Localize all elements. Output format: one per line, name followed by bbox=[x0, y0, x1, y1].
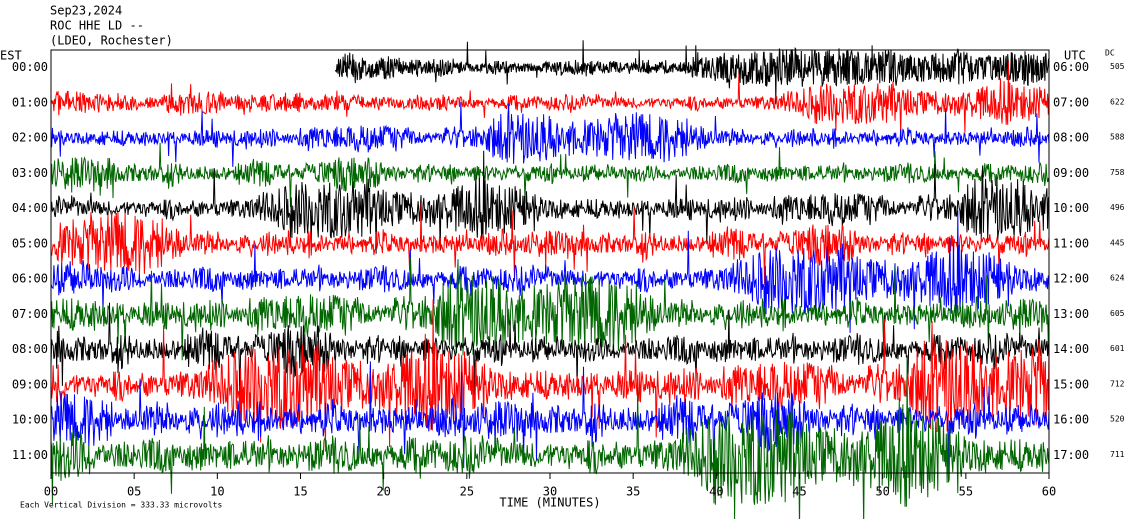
trace bbox=[50, 202, 1050, 285]
trace bbox=[50, 210, 1050, 333]
left-axis-label: EST bbox=[0, 49, 22, 63]
x-tick-label: 55 bbox=[959, 485, 973, 499]
header-line: (LDEO, Rochester) bbox=[50, 34, 173, 48]
x-tick-label: 60 bbox=[1042, 485, 1056, 499]
utc-hour-label: 15:00 bbox=[1053, 377, 1089, 391]
dc-value: 588 bbox=[1110, 133, 1125, 142]
trace bbox=[50, 358, 1050, 519]
utc-hour-label: 10:00 bbox=[1053, 201, 1089, 215]
utc-hour-label: 13:00 bbox=[1053, 307, 1089, 321]
x-axis-label: TIME (MINUTES) bbox=[499, 496, 600, 510]
dc-value: 605 bbox=[1110, 309, 1125, 318]
footer: Each Vertical Division = 333.33 microvol… bbox=[20, 501, 222, 510]
trace bbox=[50, 61, 1050, 136]
trace bbox=[50, 302, 1050, 402]
utc-hour-label: 14:00 bbox=[1053, 342, 1089, 356]
x-tick-label: 10 bbox=[210, 485, 224, 499]
header-line: Sep23,2024 bbox=[50, 4, 122, 18]
dc-value: 601 bbox=[1110, 344, 1125, 353]
header-line: ROC HHE LD -- bbox=[50, 19, 144, 33]
x-tick-label: 20 bbox=[376, 485, 390, 499]
dc-value: 624 bbox=[1110, 274, 1125, 283]
est-hour-label: 11:00 bbox=[12, 448, 48, 462]
est-hour-label: 05:00 bbox=[12, 236, 48, 250]
x-tick-label: 50 bbox=[875, 485, 889, 499]
x-tick-label: 35 bbox=[626, 485, 640, 499]
est-hour-label: 00:00 bbox=[12, 60, 48, 74]
est-hour-label: 06:00 bbox=[12, 272, 48, 286]
x-tick-label: 30 bbox=[543, 485, 557, 499]
est-hour-label: 03:00 bbox=[12, 166, 48, 180]
x-tick-label: 25 bbox=[460, 485, 474, 499]
utc-hour-label: 08:00 bbox=[1053, 131, 1089, 145]
dc-value: 622 bbox=[1110, 97, 1125, 106]
est-hour-label: 04:00 bbox=[12, 201, 48, 215]
x-tick-label: 40 bbox=[709, 485, 723, 499]
dc-value: 445 bbox=[1110, 238, 1125, 247]
trace bbox=[50, 361, 1050, 479]
est-hour-label: 09:00 bbox=[12, 377, 48, 391]
trace bbox=[50, 150, 1050, 254]
x-tick-label: 00 bbox=[44, 485, 58, 499]
dc-value: 758 bbox=[1110, 168, 1125, 177]
utc-hour-label: 07:00 bbox=[1053, 95, 1089, 109]
est-hour-label: 10:00 bbox=[12, 413, 48, 427]
right-axis-label: UTC bbox=[1064, 49, 1086, 63]
utc-hour-label: 09:00 bbox=[1053, 166, 1089, 180]
utc-hour-label: 17:00 bbox=[1053, 448, 1089, 462]
dc-value: 496 bbox=[1110, 203, 1125, 212]
est-hour-label: 07:00 bbox=[12, 307, 48, 321]
est-hour-label: 08:00 bbox=[12, 342, 48, 356]
trace bbox=[334, 40, 1050, 105]
x-tick-label: 15 bbox=[293, 485, 307, 499]
dc-value: 520 bbox=[1110, 415, 1125, 424]
x-tick-label: 05 bbox=[127, 485, 141, 499]
dc-value: 712 bbox=[1110, 379, 1125, 388]
traces bbox=[50, 40, 1050, 519]
trace bbox=[50, 257, 1050, 361]
utc-hour-label: 06:00 bbox=[1053, 60, 1089, 74]
trace bbox=[50, 299, 1050, 452]
x-tick-label: 45 bbox=[792, 485, 806, 499]
dc-label: DC bbox=[1105, 49, 1115, 58]
utc-hour-label: 12:00 bbox=[1053, 272, 1089, 286]
trace bbox=[50, 142, 1050, 208]
dc-value: 711 bbox=[1110, 450, 1125, 459]
est-hour-label: 01:00 bbox=[12, 95, 48, 109]
dc-value: 505 bbox=[1110, 62, 1125, 71]
utc-hour-label: 11:00 bbox=[1053, 236, 1089, 250]
trace bbox=[50, 102, 1050, 167]
utc-hour-label: 16:00 bbox=[1053, 413, 1089, 427]
est-hour-label: 02:00 bbox=[12, 131, 48, 145]
